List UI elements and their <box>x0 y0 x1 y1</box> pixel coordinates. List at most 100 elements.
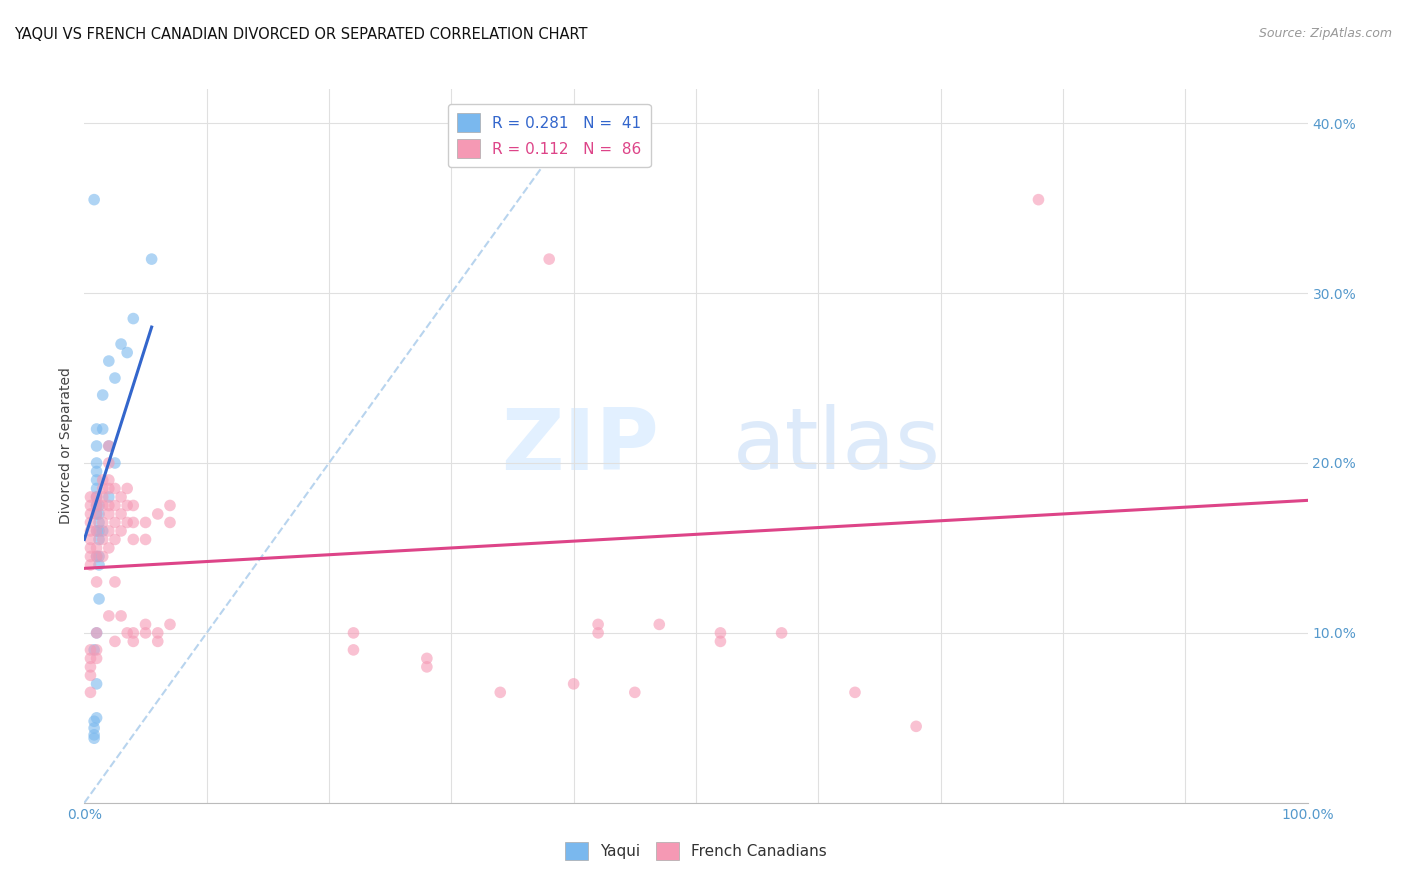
Point <box>122 516 145 530</box>
Point <box>79 490 101 504</box>
Point <box>159 499 181 513</box>
Point <box>86 456 108 470</box>
Point <box>905 719 928 733</box>
Point <box>83 721 105 735</box>
Point <box>86 541 108 555</box>
Point <box>115 516 138 530</box>
Point <box>122 634 145 648</box>
Point <box>135 533 157 547</box>
Point <box>91 422 114 436</box>
Point <box>86 507 108 521</box>
Point <box>709 634 731 648</box>
Point <box>97 608 120 623</box>
Point <box>79 668 101 682</box>
Point <box>146 634 169 648</box>
Point <box>624 685 647 699</box>
Point <box>146 626 169 640</box>
Point <box>110 337 132 351</box>
Point <box>86 507 108 521</box>
Text: YAQUI VS FRENCH CANADIAN DIVORCED OR SEPARATED CORRELATION CHART: YAQUI VS FRENCH CANADIAN DIVORCED OR SEP… <box>14 27 588 42</box>
Point <box>97 507 120 521</box>
Text: atlas: atlas <box>733 404 941 488</box>
Point <box>97 524 120 538</box>
Point <box>91 473 114 487</box>
Point <box>1028 193 1050 207</box>
Point <box>91 490 114 504</box>
Point <box>844 685 866 699</box>
Point <box>79 643 101 657</box>
Point <box>86 499 108 513</box>
Point <box>104 456 127 470</box>
Point <box>86 490 108 504</box>
Point <box>709 626 731 640</box>
Point <box>83 731 105 746</box>
Point <box>83 728 105 742</box>
Point <box>122 626 145 640</box>
Point <box>538 252 561 266</box>
Point <box>91 533 114 547</box>
Point <box>91 516 114 530</box>
Point <box>97 541 120 555</box>
Point <box>86 482 108 496</box>
Point <box>79 499 101 513</box>
Point <box>91 388 114 402</box>
Point <box>91 499 114 513</box>
Point <box>489 685 512 699</box>
Point <box>79 685 101 699</box>
Point <box>91 482 114 496</box>
Point <box>86 574 108 589</box>
Point <box>87 516 110 530</box>
Point <box>135 516 157 530</box>
Point <box>97 490 120 504</box>
Point <box>342 643 364 657</box>
Point <box>97 439 120 453</box>
Point <box>86 626 108 640</box>
Point <box>104 634 127 648</box>
Point <box>79 558 101 572</box>
Point <box>83 193 105 207</box>
Point <box>104 371 127 385</box>
Point <box>79 524 101 538</box>
Point <box>416 660 439 674</box>
Point <box>122 499 145 513</box>
Point <box>342 626 364 640</box>
Point <box>86 524 108 538</box>
Point <box>86 651 108 665</box>
Point <box>86 465 108 479</box>
Point <box>86 499 108 513</box>
Point <box>110 490 132 504</box>
Point <box>562 677 585 691</box>
Point <box>586 626 609 640</box>
Point <box>115 626 138 640</box>
Point <box>87 558 110 572</box>
Point <box>86 473 108 487</box>
Point <box>135 617 157 632</box>
Point <box>79 660 101 674</box>
Point <box>97 473 120 487</box>
Point <box>104 574 127 589</box>
Point <box>86 422 108 436</box>
Point <box>83 714 105 729</box>
Point <box>87 533 110 547</box>
Point <box>104 533 127 547</box>
Point <box>83 643 105 657</box>
Point <box>87 591 110 606</box>
Point <box>110 608 132 623</box>
Point <box>86 711 108 725</box>
Point <box>97 439 120 453</box>
Point <box>87 524 110 538</box>
Point <box>86 524 108 538</box>
Point <box>97 354 120 368</box>
Point <box>79 507 101 521</box>
Point <box>115 482 138 496</box>
Legend: Yaqui, French Canadians: Yaqui, French Canadians <box>560 836 832 866</box>
Point <box>86 490 108 504</box>
Point <box>104 482 127 496</box>
Text: Source: ZipAtlas.com: Source: ZipAtlas.com <box>1258 27 1392 40</box>
Point <box>97 482 120 496</box>
Point <box>122 533 145 547</box>
Point <box>86 439 108 453</box>
Point <box>141 252 163 266</box>
Point <box>86 626 108 640</box>
Point <box>79 533 101 547</box>
